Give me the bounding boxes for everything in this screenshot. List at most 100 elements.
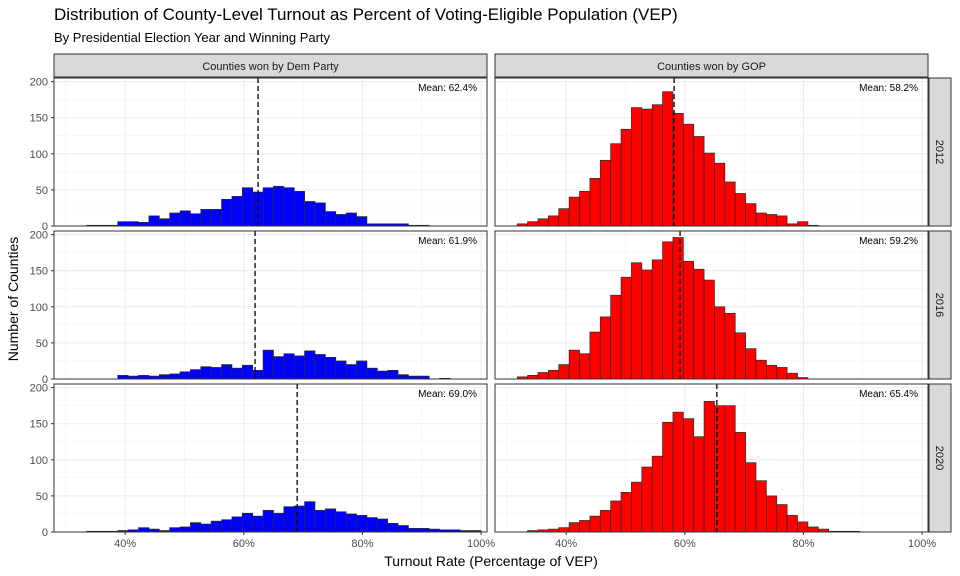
- histogram-bar: [620, 128, 632, 227]
- histogram-bar: [797, 521, 809, 533]
- panels-layer: Counties won by Dem Party Counties won by…: [30, 53, 952, 550]
- histogram-bar: [179, 526, 191, 533]
- histogram-bar: [610, 294, 622, 380]
- histogram-bar: [345, 212, 357, 227]
- column-strip-label: Counties won by Dem Party: [202, 61, 339, 73]
- histogram-bar: [210, 367, 222, 380]
- panel-border: [53, 230, 488, 380]
- histogram-bar: [714, 162, 726, 227]
- histogram-bar: [682, 260, 695, 380]
- histogram-bar: [210, 209, 222, 227]
- histogram-bar: [241, 364, 254, 380]
- y-tick-label: 0: [42, 221, 48, 233]
- histogram-bar: [651, 455, 663, 533]
- histogram-bar: [138, 527, 150, 533]
- histogram-bar: [190, 213, 202, 227]
- histogram-bar: [190, 369, 202, 380]
- histogram-bars: [117, 349, 451, 380]
- histogram-bar: [724, 405, 736, 533]
- histogram-bar: [335, 360, 347, 380]
- histogram-bar: [304, 501, 316, 533]
- histogram-bar: [138, 222, 150, 227]
- panel: Mean: 69.0% 0 50 100 150 200 40% 60% 80% 100%: [30, 383, 496, 550]
- y-tick-label: 0: [42, 527, 48, 539]
- histogram-bar: [283, 187, 295, 227]
- histogram-bar: [755, 480, 767, 533]
- y-axis-label: Number of Counties: [5, 237, 21, 362]
- histogram-bar: [734, 332, 746, 380]
- histogram-bar: [356, 216, 368, 227]
- x-tick-label: 80%: [792, 538, 814, 550]
- mean-annotation: Mean: 58.2%: [859, 83, 918, 94]
- histogram-bar: [158, 374, 171, 380]
- histogram-bar: [589, 178, 601, 227]
- panel-background: [54, 384, 487, 532]
- histogram-bar: [200, 366, 212, 380]
- histogram-bar: [314, 354, 326, 380]
- histogram-bar: [273, 185, 285, 227]
- y-tick-label: 150: [30, 419, 48, 431]
- column-strip-label: Counties won by GOP: [657, 61, 766, 73]
- histogram-bar: [293, 355, 305, 380]
- histogram-bar: [776, 367, 788, 380]
- histogram-bar: [283, 506, 295, 533]
- row-strip: [928, 230, 952, 380]
- histogram-bar: [703, 279, 715, 380]
- histogram-bar: [599, 159, 612, 227]
- histogram-bars: [86, 501, 482, 533]
- mean-annotation: Mean: 59.2%: [859, 236, 918, 247]
- panel: Mean: 62.4% 0 50 100 150 200: [30, 77, 488, 233]
- panel-border: [494, 230, 929, 380]
- histogram-bar: [682, 418, 695, 533]
- y-tick-label: 50: [36, 185, 48, 197]
- histogram-bar: [158, 218, 171, 227]
- histogram-bar: [325, 508, 337, 533]
- histogram-bar: [672, 237, 684, 380]
- mean-annotation: Mean: 65.4%: [859, 389, 918, 400]
- histogram-bar: [745, 348, 757, 380]
- histogram-bar: [262, 349, 274, 380]
- histogram-bar: [408, 528, 420, 533]
- row-strip-label: 2012: [933, 140, 945, 164]
- histogram-bar: [766, 495, 778, 533]
- histogram-bar: [651, 259, 663, 380]
- histogram-bar: [651, 104, 663, 227]
- histogram-bar: [345, 364, 357, 380]
- histogram-bar: [579, 190, 591, 227]
- histogram-bar: [693, 268, 705, 380]
- histogram-bar: [527, 221, 539, 227]
- histogram-bar: [356, 515, 368, 533]
- mean-annotation: Mean: 62.4%: [418, 83, 477, 94]
- histogram-bar: [703, 400, 715, 533]
- histogram-bar: [262, 509, 274, 533]
- row-strip: [928, 383, 952, 533]
- histogram-bar: [734, 432, 746, 533]
- histogram-bar: [568, 349, 580, 380]
- y-tick-label: 150: [30, 266, 48, 278]
- y-tick-label: 100: [30, 149, 48, 161]
- histogram-bar: [693, 136, 705, 227]
- histogram-bar: [631, 481, 643, 533]
- histogram-bar: [117, 221, 129, 227]
- histogram-bar: [755, 359, 767, 380]
- chart-title: Distribution of County-Level Turnout as …: [54, 5, 678, 24]
- histogram-bar: [325, 356, 337, 380]
- histogram-bar: [631, 262, 643, 380]
- histogram-bar: [568, 522, 580, 533]
- x-tick-label: 80%: [351, 538, 373, 550]
- histogram-bar: [179, 210, 191, 227]
- histogram-bar: [397, 374, 409, 380]
- histogram-bar: [693, 436, 705, 533]
- histogram-bar: [620, 276, 632, 380]
- x-tick-label: 100%: [908, 538, 936, 550]
- panel: Mean: 65.4% 40% 60% 80% 100%: [494, 383, 936, 550]
- histogram-bar: [641, 269, 653, 380]
- histogram-bar: [418, 528, 430, 533]
- histogram-bar: [558, 527, 570, 533]
- y-tick-label: 200: [30, 383, 48, 395]
- histogram-bars: [516, 237, 809, 380]
- histogram-bar: [755, 212, 767, 227]
- histogram-bar: [252, 515, 264, 533]
- histogram-bar: [304, 350, 316, 380]
